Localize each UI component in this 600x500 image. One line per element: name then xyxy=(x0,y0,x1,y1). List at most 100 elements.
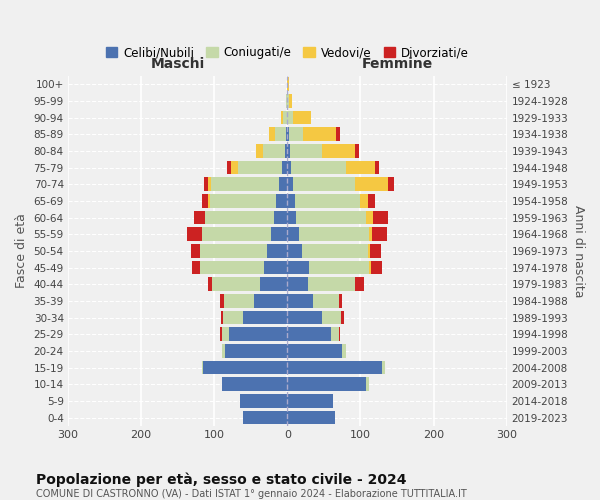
Bar xyxy=(293,110,311,124)
Bar xyxy=(221,328,229,341)
Bar xyxy=(221,344,225,358)
Bar xyxy=(225,344,287,358)
Bar xyxy=(287,328,331,341)
Bar xyxy=(271,228,287,241)
Bar xyxy=(287,144,290,158)
Bar xyxy=(205,210,274,224)
Bar xyxy=(208,194,210,207)
Bar xyxy=(200,244,267,258)
Bar xyxy=(200,260,264,274)
Bar xyxy=(287,160,291,174)
Bar xyxy=(208,178,211,191)
Bar xyxy=(278,178,287,191)
Bar xyxy=(331,328,338,341)
Bar xyxy=(355,278,364,291)
Bar xyxy=(210,194,275,207)
Bar xyxy=(287,110,293,124)
Bar xyxy=(274,210,287,224)
Bar xyxy=(287,94,289,108)
Bar xyxy=(322,144,355,158)
Y-axis label: Fasce di età: Fasce di età xyxy=(15,214,28,288)
Bar xyxy=(287,360,382,374)
Bar xyxy=(309,260,369,274)
Bar xyxy=(295,194,361,207)
Bar xyxy=(211,178,278,191)
Bar xyxy=(355,144,359,158)
Bar xyxy=(227,160,231,174)
Bar xyxy=(208,278,212,291)
Bar xyxy=(231,160,238,174)
Bar xyxy=(287,410,335,424)
Bar xyxy=(244,410,287,424)
Bar xyxy=(264,260,287,274)
Bar xyxy=(256,144,263,158)
Bar xyxy=(361,194,368,207)
Bar xyxy=(260,278,287,291)
Bar xyxy=(346,160,375,174)
Bar xyxy=(223,310,244,324)
Bar xyxy=(286,94,287,108)
Bar xyxy=(287,194,295,207)
Bar xyxy=(275,128,286,141)
Bar xyxy=(322,310,341,324)
Bar xyxy=(263,144,285,158)
Bar xyxy=(194,210,205,224)
Bar xyxy=(221,310,223,324)
Bar xyxy=(220,328,221,341)
Bar xyxy=(304,128,337,141)
Bar xyxy=(382,360,385,374)
Bar xyxy=(286,128,287,141)
Bar xyxy=(287,244,302,258)
Text: Popolazione per età, sesso e stato civile - 2024: Popolazione per età, sesso e stato civil… xyxy=(36,472,407,487)
Bar xyxy=(220,294,224,308)
Bar xyxy=(388,178,394,191)
Bar xyxy=(355,178,388,191)
Bar xyxy=(367,378,368,391)
Bar xyxy=(368,194,375,207)
Bar xyxy=(342,344,346,358)
Bar xyxy=(291,160,346,174)
Bar xyxy=(373,210,388,224)
Bar xyxy=(191,244,200,258)
Text: COMUNE DI CASTRONNO (VA) - Dati ISTAT 1° gennaio 2024 - Elaborazione TUTTITALIA.: COMUNE DI CASTRONNO (VA) - Dati ISTAT 1°… xyxy=(36,489,467,499)
Bar xyxy=(290,144,322,158)
Bar xyxy=(229,328,287,341)
Bar xyxy=(287,260,309,274)
Bar xyxy=(254,294,287,308)
Bar xyxy=(338,294,342,308)
Bar xyxy=(370,244,381,258)
Text: Maschi: Maschi xyxy=(151,57,205,71)
Bar xyxy=(371,260,382,274)
Bar xyxy=(202,228,271,241)
Bar xyxy=(338,328,340,341)
Bar xyxy=(368,244,370,258)
Bar xyxy=(365,210,373,224)
Bar xyxy=(275,194,287,207)
Bar xyxy=(287,378,367,391)
Bar xyxy=(337,128,340,141)
Bar xyxy=(287,210,296,224)
Bar xyxy=(283,110,287,124)
Bar xyxy=(269,128,275,141)
Bar xyxy=(202,194,208,207)
Bar xyxy=(375,160,379,174)
Bar xyxy=(368,228,372,241)
Bar xyxy=(302,244,368,258)
Bar xyxy=(289,94,292,108)
Bar xyxy=(267,244,287,258)
Bar xyxy=(202,360,203,374)
Bar xyxy=(296,210,365,224)
Bar xyxy=(313,294,338,308)
Bar xyxy=(187,228,202,241)
Bar xyxy=(281,110,283,124)
Bar xyxy=(341,310,344,324)
Bar xyxy=(372,228,387,241)
Bar xyxy=(369,260,371,274)
Bar xyxy=(293,178,355,191)
Bar xyxy=(287,228,299,241)
Bar xyxy=(287,78,289,91)
Bar xyxy=(203,360,287,374)
Bar xyxy=(287,278,308,291)
Bar xyxy=(289,128,304,141)
Bar xyxy=(192,260,200,274)
